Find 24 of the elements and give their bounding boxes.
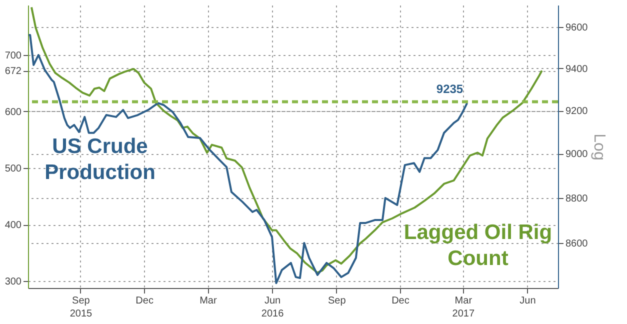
series-label: US Crude Production [44, 135, 156, 184]
y2-tick-label: 9400 [566, 64, 588, 75]
y2-axis-title: Log [590, 134, 608, 160]
x-tick-label: Mar [200, 296, 218, 306]
y2-tick-label: 9000 [566, 149, 588, 160]
x-tick-label: Sep [328, 296, 346, 306]
x-tick-label: Dec [392, 296, 410, 306]
y-tick-label: 400 [4, 220, 22, 232]
y-tick-label: 600 [4, 106, 22, 118]
x-tick-label: Sep 2015 [70, 296, 92, 320]
y2-tick-label: 9200 [566, 106, 588, 118]
y-tick-label: 500 [4, 164, 22, 175]
y2-tick-label: 8600 [566, 238, 588, 250]
x-tick-label: Jun 2016 [261, 296, 284, 320]
y-tick-label: 672 [4, 66, 22, 78]
y2-tick-label: 9600 [566, 22, 588, 34]
x-tick-label: Mar 2017 [452, 296, 475, 320]
y-tick-label: 300 [4, 276, 22, 288]
y2-tick-label: 8800 [566, 193, 588, 204]
series-label: Lagged Oil Rig Count [404, 221, 552, 270]
data-label: 9235 [436, 82, 464, 96]
x-tick-label: Dec [136, 296, 154, 306]
x-tick-label: Jun [520, 296, 536, 306]
y-tick-label: 700 [4, 50, 22, 62]
